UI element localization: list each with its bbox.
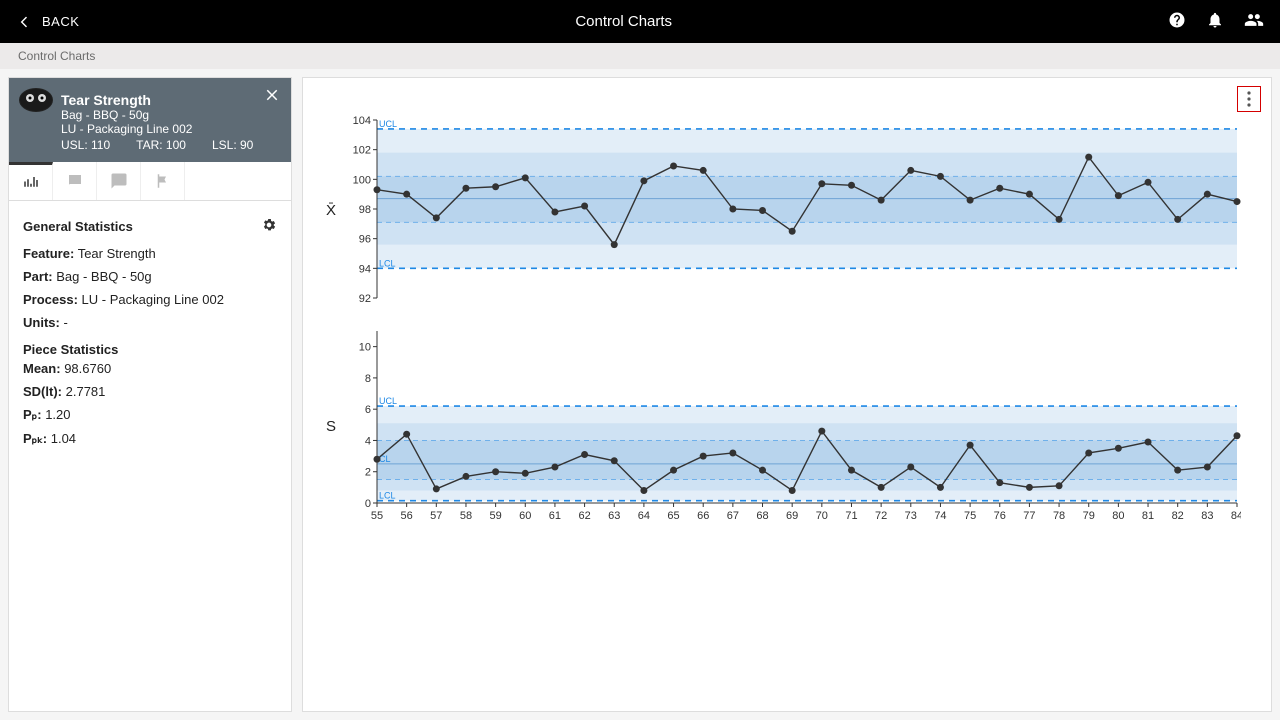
kv-feature: Feature: Tear Strength — [23, 242, 277, 265]
feature-subtitle: Bag - BBQ - 50g — [61, 108, 279, 122]
feature-avatar-icon — [19, 88, 53, 112]
tab-note-icon[interactable] — [53, 162, 97, 200]
xbar-chart-label: X̄ — [321, 202, 341, 219]
close-icon[interactable] — [263, 86, 281, 107]
svg-text:84: 84 — [1231, 510, 1241, 522]
tab-comment-icon[interactable] — [97, 162, 141, 200]
kv-ppk: Pₚₖ: 1.04 — [23, 427, 277, 451]
svg-text:77: 77 — [1023, 510, 1035, 522]
xbar-chart[interactable]: UCL LCL 92 94 96 98 100 102 104 — [341, 114, 1241, 304]
svg-text:100: 100 — [353, 174, 371, 186]
kv-process: Process: LU - Packaging Line 002 — [23, 288, 277, 311]
svg-text:74: 74 — [934, 510, 946, 522]
svg-text:LCL: LCL — [379, 258, 396, 268]
back-button[interactable]: BACK — [16, 14, 79, 30]
s-chart-label: S — [321, 418, 341, 435]
svg-text:67: 67 — [727, 510, 739, 522]
more-menu-button[interactable] — [1237, 86, 1261, 112]
svg-text:60: 60 — [519, 510, 531, 522]
feature-title: Tear Strength — [61, 92, 151, 108]
help-icon[interactable] — [1168, 11, 1186, 32]
svg-text:66: 66 — [697, 510, 709, 522]
svg-text:98: 98 — [359, 204, 371, 216]
svg-text:78: 78 — [1053, 510, 1065, 522]
svg-text:83: 83 — [1201, 510, 1213, 522]
svg-text:82: 82 — [1172, 510, 1184, 522]
svg-text:92: 92 — [359, 293, 371, 304]
svg-text:56: 56 — [401, 510, 413, 522]
svg-text:73: 73 — [905, 510, 917, 522]
users-icon[interactable] — [1244, 10, 1264, 33]
svg-text:57: 57 — [430, 510, 442, 522]
svg-text:80: 80 — [1112, 510, 1124, 522]
svg-text:63: 63 — [608, 510, 620, 522]
svg-text:59: 59 — [489, 510, 501, 522]
kv-pp: Pₚ: 1.20 — [23, 403, 277, 427]
s-chart[interactable]: UCLLCLCL02468105556575859606162636465666… — [341, 325, 1241, 525]
svg-text:96: 96 — [359, 234, 371, 246]
kv-mean: Mean: 98.6760 — [23, 357, 277, 380]
svg-text:71: 71 — [845, 510, 857, 522]
chevron-left-icon — [16, 14, 32, 30]
spec-tar: TAR: 100 — [136, 138, 186, 152]
back-label: BACK — [42, 14, 79, 29]
svg-text:65: 65 — [667, 510, 679, 522]
breadcrumb-text: Control Charts — [18, 49, 95, 63]
spec-usl: USL: 110 — [61, 138, 110, 152]
svg-text:6: 6 — [365, 404, 371, 416]
svg-text:62: 62 — [578, 510, 590, 522]
svg-text:75: 75 — [964, 510, 976, 522]
svg-text:4: 4 — [365, 435, 371, 447]
tab-flag-icon[interactable] — [141, 162, 185, 200]
svg-text:10: 10 — [359, 342, 371, 354]
breadcrumb: Control Charts — [0, 43, 1280, 69]
piece-stats-title: Piece Statistics — [23, 334, 277, 357]
svg-text:2: 2 — [365, 467, 371, 479]
page-title: Control Charts — [79, 13, 1168, 30]
svg-text:8: 8 — [365, 373, 371, 385]
svg-text:LCL: LCL — [379, 491, 396, 501]
svg-text:61: 61 — [549, 510, 561, 522]
sidebar-tabs — [9, 162, 291, 201]
svg-text:81: 81 — [1142, 510, 1154, 522]
svg-text:102: 102 — [353, 145, 371, 157]
gear-icon[interactable] — [261, 217, 277, 236]
general-stats-title: General Statistics — [23, 219, 133, 234]
kv-units: Units: - — [23, 311, 277, 334]
svg-text:76: 76 — [994, 510, 1006, 522]
tab-chart-icon[interactable] — [9, 162, 53, 200]
kv-part: Part: Bag - BBQ - 50g — [23, 265, 277, 288]
feature-process: LU - Packaging Line 002 — [61, 122, 279, 136]
svg-text:55: 55 — [371, 510, 383, 522]
svg-text:68: 68 — [756, 510, 768, 522]
bell-icon[interactable] — [1206, 11, 1224, 32]
kv-sd: SD(lt): 2.7781 — [23, 380, 277, 403]
svg-text:94: 94 — [359, 263, 371, 275]
svg-text:58: 58 — [460, 510, 472, 522]
spec-lsl: LSL: 90 — [212, 138, 253, 152]
sidebar: Tear Strength Bag - BBQ - 50g LU - Packa… — [8, 77, 292, 712]
svg-text:104: 104 — [353, 115, 371, 127]
svg-text:UCL: UCL — [379, 396, 397, 406]
sidebar-header: Tear Strength Bag - BBQ - 50g LU - Packa… — [9, 78, 291, 162]
chart-panel: X̄ UCLLCL92949698100102104 S UCLLCLCL024… — [302, 77, 1272, 712]
svg-text:69: 69 — [786, 510, 798, 522]
svg-text:UCL: UCL — [379, 119, 397, 129]
svg-text:70: 70 — [816, 510, 828, 522]
svg-text:79: 79 — [1083, 510, 1095, 522]
svg-text:0: 0 — [365, 498, 371, 510]
svg-text:72: 72 — [875, 510, 887, 522]
svg-text:64: 64 — [638, 510, 650, 522]
